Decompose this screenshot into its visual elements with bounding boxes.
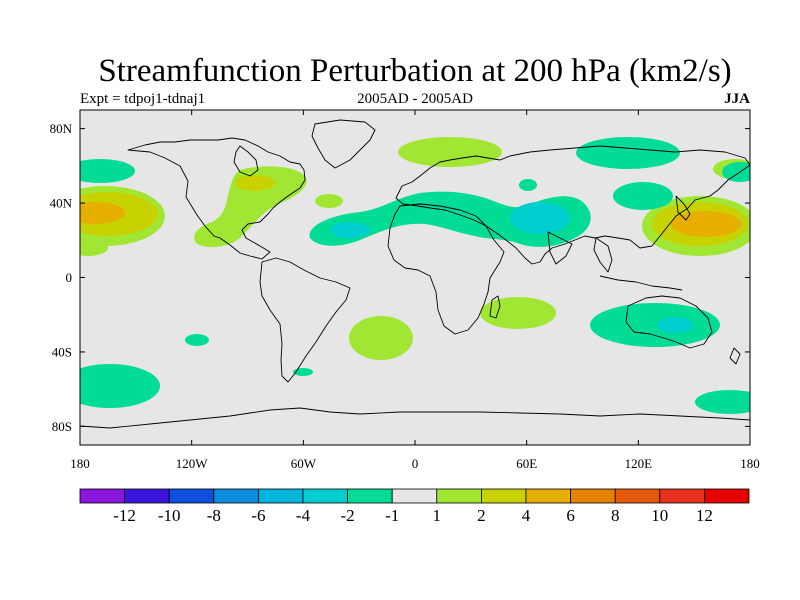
colorbar-label: -6: [251, 506, 265, 525]
colorbar-swatch: [257, 488, 304, 504]
y-tick-label: 80N: [50, 121, 73, 136]
colorbar-swatch: [704, 488, 750, 504]
y-axis-labels: 80N 40N 0 40S 80S: [50, 121, 73, 434]
contour-negative-arctic-east: [576, 137, 680, 169]
colorbar-label: 4: [522, 506, 531, 525]
colorbar-swatch: [302, 488, 348, 504]
contour-negative-southeast-pacific: [80, 364, 160, 408]
contour-negative-drake-passage: [293, 368, 313, 376]
x-tick-label: 0: [412, 456, 419, 471]
contour-positive-indian-ocean: [480, 297, 556, 329]
contour-positive-atlantic-small: [315, 194, 343, 208]
colorbar-label: 6: [566, 506, 575, 525]
contour-negative-australia: [590, 303, 720, 347]
coastline-europe: [395, 145, 750, 265]
y-tick-label: 0: [66, 270, 73, 285]
coastline-indonesia: [599, 275, 683, 291]
colorbar-swatch: [480, 488, 527, 504]
x-tick-label: 120W: [176, 456, 209, 471]
colorbar-swatch: [391, 488, 438, 504]
contour-negative-bering: [722, 162, 750, 182]
coastline-south-america: [259, 257, 351, 383]
coastlines: [80, 119, 750, 429]
time-range-label: 2005AD - 2005AD: [357, 91, 473, 107]
coastline-japan: [675, 195, 691, 221]
coastline-india: [547, 231, 573, 265]
colorbar-swatch: [570, 488, 616, 504]
coastline-southeast-asia: [593, 237, 613, 273]
y-tick-label: 40N: [50, 196, 73, 211]
contour-negative-2-atlantic: [330, 222, 370, 238]
x-tick-label: 180: [740, 456, 760, 471]
coastline-hudson-bay: [233, 145, 259, 177]
contour-fill-layer: [80, 137, 750, 414]
colorbar-label: -4: [296, 506, 311, 525]
x-axis-labels: 180 120W 60W 0 60E 120E 180: [70, 456, 760, 471]
contour-positive-far-east-pacific: [80, 240, 108, 256]
plot-title: Streamfunction Perturbation at 200 hPa (…: [98, 53, 732, 89]
coastline-north-america: [127, 137, 306, 260]
coastline-greenland: [311, 119, 376, 169]
x-tick-label: 120E: [625, 456, 653, 471]
contour-positive-4-west-pacific: [671, 211, 741, 237]
x-tick-label: 180: [70, 456, 90, 471]
colorbar-label: 12: [696, 506, 713, 525]
coastline-new-zealand: [729, 347, 741, 365]
contour-negative-southern-ocean: [695, 390, 750, 414]
colorbar: -12 -10 -8 -6 -4 -2 -1 1 2 4 6 8 10 12: [79, 488, 750, 525]
contour-negative-south-pacific: [185, 334, 209, 346]
axis-ticks: [79, 110, 751, 445]
y-tick-label: 80S: [52, 419, 72, 434]
contour-negative-2-arabia: [510, 202, 570, 234]
contour-positive-2-north-america: [235, 175, 275, 191]
contour-negative-central-asia: [613, 182, 673, 210]
contour-positive-north-america: [194, 166, 307, 248]
contour-positive-4-east-pacific: [80, 202, 125, 224]
colorbar-swatch: [659, 488, 705, 504]
colorbar-swatch: [347, 488, 393, 504]
contour-negative-caspian: [519, 179, 537, 191]
colorbar-swatch: [525, 488, 571, 504]
contour-negative-arctic-pacific: [80, 159, 135, 183]
colorbar-swatch: [168, 488, 215, 504]
colorbar-label: -8: [207, 506, 221, 525]
colorbar-swatch: [436, 488, 482, 504]
colorbar-swatch: [614, 488, 661, 504]
contour-negative-2-australia: [657, 317, 693, 333]
season-label: JJA: [724, 91, 750, 107]
colorbar-swatch: [124, 488, 170, 504]
colorbar-label: 10: [651, 506, 668, 525]
experiment-label: Expt = tdpoj1-tdnaj1: [80, 91, 206, 107]
colorbar-label: 1: [433, 506, 442, 525]
colorbar-label: -10: [158, 506, 181, 525]
colorbar-label: 2: [477, 506, 486, 525]
x-tick-label: 60E: [516, 456, 537, 471]
colorbar-label: -2: [341, 506, 355, 525]
colorbar-label: 8: [611, 506, 620, 525]
y-tick-label: 40S: [52, 344, 72, 359]
x-tick-label: 60W: [291, 456, 317, 471]
coastline-madagascar: [489, 295, 501, 319]
coastline-antarctica: [80, 407, 750, 429]
coastline-australia: [625, 295, 713, 349]
contour-positive-north-atlantic: [398, 137, 502, 167]
colorbar-label: -12: [113, 506, 136, 525]
contour-negative-eurasia: [309, 191, 591, 247]
contour-positive-south-atlantic: [349, 316, 413, 360]
colorbar-swatch: [213, 488, 259, 504]
coastline-africa: [387, 203, 505, 335]
colorbar-swatch: [79, 488, 125, 504]
colorbar-label: -1: [385, 506, 399, 525]
